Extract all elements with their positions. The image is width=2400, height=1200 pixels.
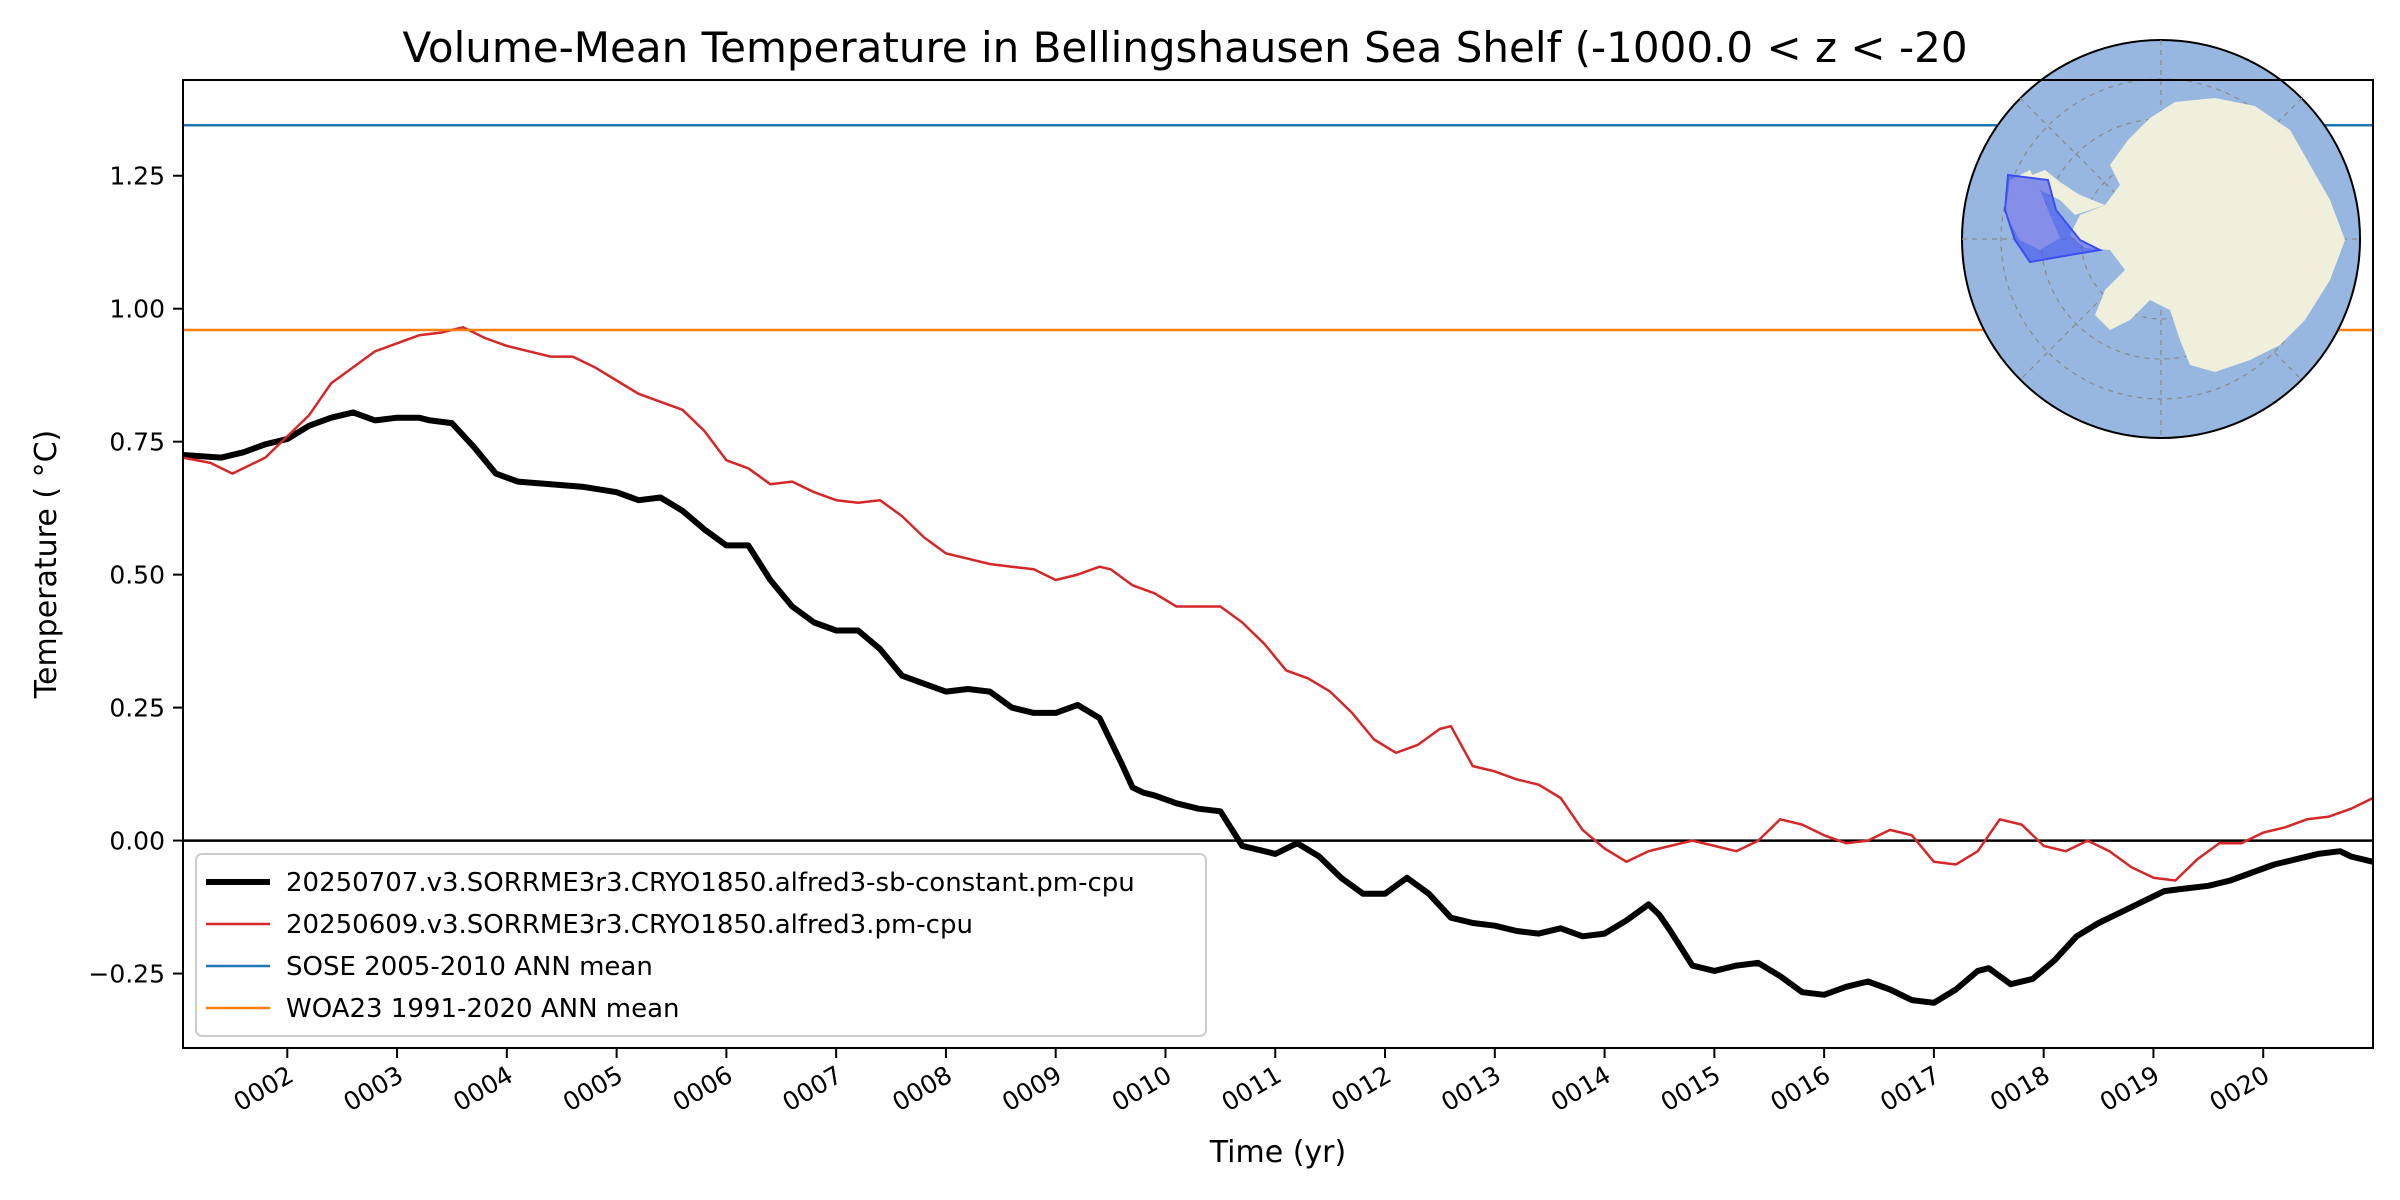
legend-box — [195, 853, 1207, 1037]
y-tick-label-6: 1.25 — [109, 162, 165, 191]
y-tick-label-4: 0.75 — [109, 428, 165, 457]
antarctica-landmass — [2070, 98, 2345, 372]
x-axis-label: Time (yr) — [1209, 1135, 1346, 1170]
y-axis: −0.25 0.00 0.25 0.50 0.75 1.00 1.25 — [88, 162, 183, 989]
plot-area — [182, 123, 2374, 1006]
legend-entries: 20250707.v3.SORRME3r3.CRYO1850.alfred3-s… — [206, 868, 1135, 1024]
series-line-0 — [182, 409, 2374, 1006]
y-tick-label-5: 1.00 — [109, 295, 165, 324]
antarctic-peninsula — [2032, 170, 2105, 215]
y-tick-label-1: 0.00 — [109, 827, 165, 856]
y-tick-label-0: −0.25 — [88, 960, 165, 989]
plot-frame — [182, 79, 2374, 1049]
legend: 20250707.v3.SORRME3r3.CRYO1850.alfred3-s… — [195, 853, 1207, 1037]
series-line-1 — [182, 326, 2374, 882]
legend-label-2: SOSE 2005-2010 ANN mean — [286, 952, 653, 982]
legend-label-0: 20250707.v3.SORRME3r3.CRYO1850.alfred3-s… — [286, 868, 1135, 898]
legend-label-1: 20250609.v3.SORRME3r3.CRYO1850.alfred3.p… — [286, 910, 973, 940]
y-axis-label: Temperature ( °C) — [29, 430, 64, 699]
chart-title: Volume-Mean Temperature in Bellingshause… — [402, 23, 1967, 72]
y-tick-label-2: 0.25 — [109, 694, 165, 723]
antarctica-inset-map — [1961, 39, 2361, 439]
y-tick-label-3: 0.50 — [109, 561, 165, 590]
bellingshausen-region — [2003, 173, 2104, 264]
legend-label-3: WOA23 1991-2020 ANN mean — [286, 994, 680, 1024]
